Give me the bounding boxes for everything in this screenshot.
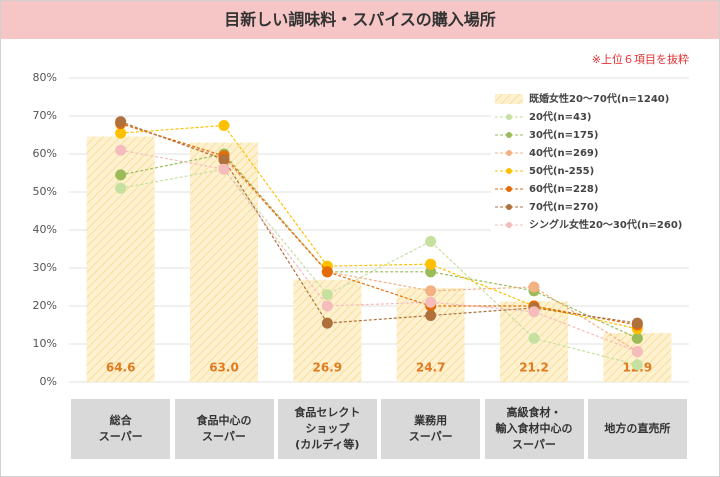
point: [528, 306, 540, 318]
legend-swatch: [506, 168, 512, 174]
chart-title: 目新しい調味料・スパイスの購入場所: [1, 1, 719, 39]
legend-label: 50代(n-255): [529, 164, 594, 177]
point: [631, 332, 643, 344]
legend-swatch: [506, 150, 512, 156]
y-tick-label: 60%: [33, 147, 57, 160]
y-tick-label: 0%: [40, 375, 57, 388]
point: [631, 359, 643, 371]
category-label: 総合 スーパー: [71, 399, 171, 459]
value-label: 26.9: [313, 361, 343, 375]
bar: [190, 142, 258, 382]
point: [115, 144, 127, 156]
legend-label: シングル女性20～30代(n=260): [529, 218, 682, 231]
point: [115, 182, 127, 194]
y-tick-label: 10%: [33, 337, 57, 350]
y-tick-label: 30%: [33, 261, 57, 274]
legend-box: [491, 89, 691, 235]
note: ※上位６項目を抜粋: [591, 53, 689, 66]
line: [120, 153, 638, 339]
value-label: 24.7: [416, 361, 446, 375]
point: [425, 285, 437, 297]
point: [218, 154, 230, 166]
line: [120, 168, 638, 366]
point: [115, 116, 127, 128]
legend-label: 20代(n=43): [529, 110, 591, 123]
legend-swatch: [506, 222, 512, 228]
value-label: 63.0: [209, 361, 239, 375]
category-label: 地方の直売所: [587, 399, 687, 459]
category-label: 高級食材・ 輸入食材中心の スーパー: [484, 399, 584, 459]
point: [425, 310, 437, 321]
category-label: 食品セレクト ショップ (カルディ等): [277, 399, 377, 459]
point: [321, 317, 333, 329]
line: [120, 123, 638, 353]
point: [115, 127, 127, 139]
legend-swatch: [506, 186, 512, 192]
legend-swatch: [506, 204, 512, 210]
point: [321, 289, 333, 301]
point: [321, 300, 333, 312]
point: [425, 296, 437, 308]
legend-label: 60代(n=228): [529, 182, 598, 195]
line: [120, 124, 638, 330]
point: [425, 235, 437, 247]
y-tick-label: 80%: [33, 71, 57, 84]
y-tick-label: 50%: [33, 185, 57, 198]
point: [218, 120, 230, 131]
category-label: 食品中心の スーパー: [174, 399, 274, 459]
legend-label: 70代(n=270): [529, 200, 598, 213]
point: [115, 169, 127, 181]
line: [120, 123, 638, 326]
point: [321, 266, 333, 278]
value-label: 64.6: [106, 361, 136, 375]
point: [218, 163, 230, 175]
point: [631, 346, 643, 358]
y-tick-label: 70%: [33, 109, 57, 122]
point: [631, 317, 643, 329]
legend-label: 既婚女性20～70代(n=1240): [529, 92, 669, 105]
point: [528, 281, 540, 293]
legend-swatch: [506, 132, 512, 138]
y-tick-label: 40%: [33, 223, 57, 236]
value-label: 21.2: [519, 361, 549, 375]
category-label: 業務用 スーパー: [381, 399, 481, 459]
point: [528, 332, 540, 344]
line: [120, 121, 638, 324]
legend-label: 40代(n=269): [529, 146, 598, 159]
line: [120, 149, 638, 353]
point: [425, 258, 437, 270]
y-tick-label: 20%: [33, 299, 57, 312]
legend-label: 30代(n=175): [529, 128, 598, 141]
point: [425, 266, 437, 278]
legend-swatch: [506, 114, 512, 120]
legend-swatch: [495, 94, 523, 104]
